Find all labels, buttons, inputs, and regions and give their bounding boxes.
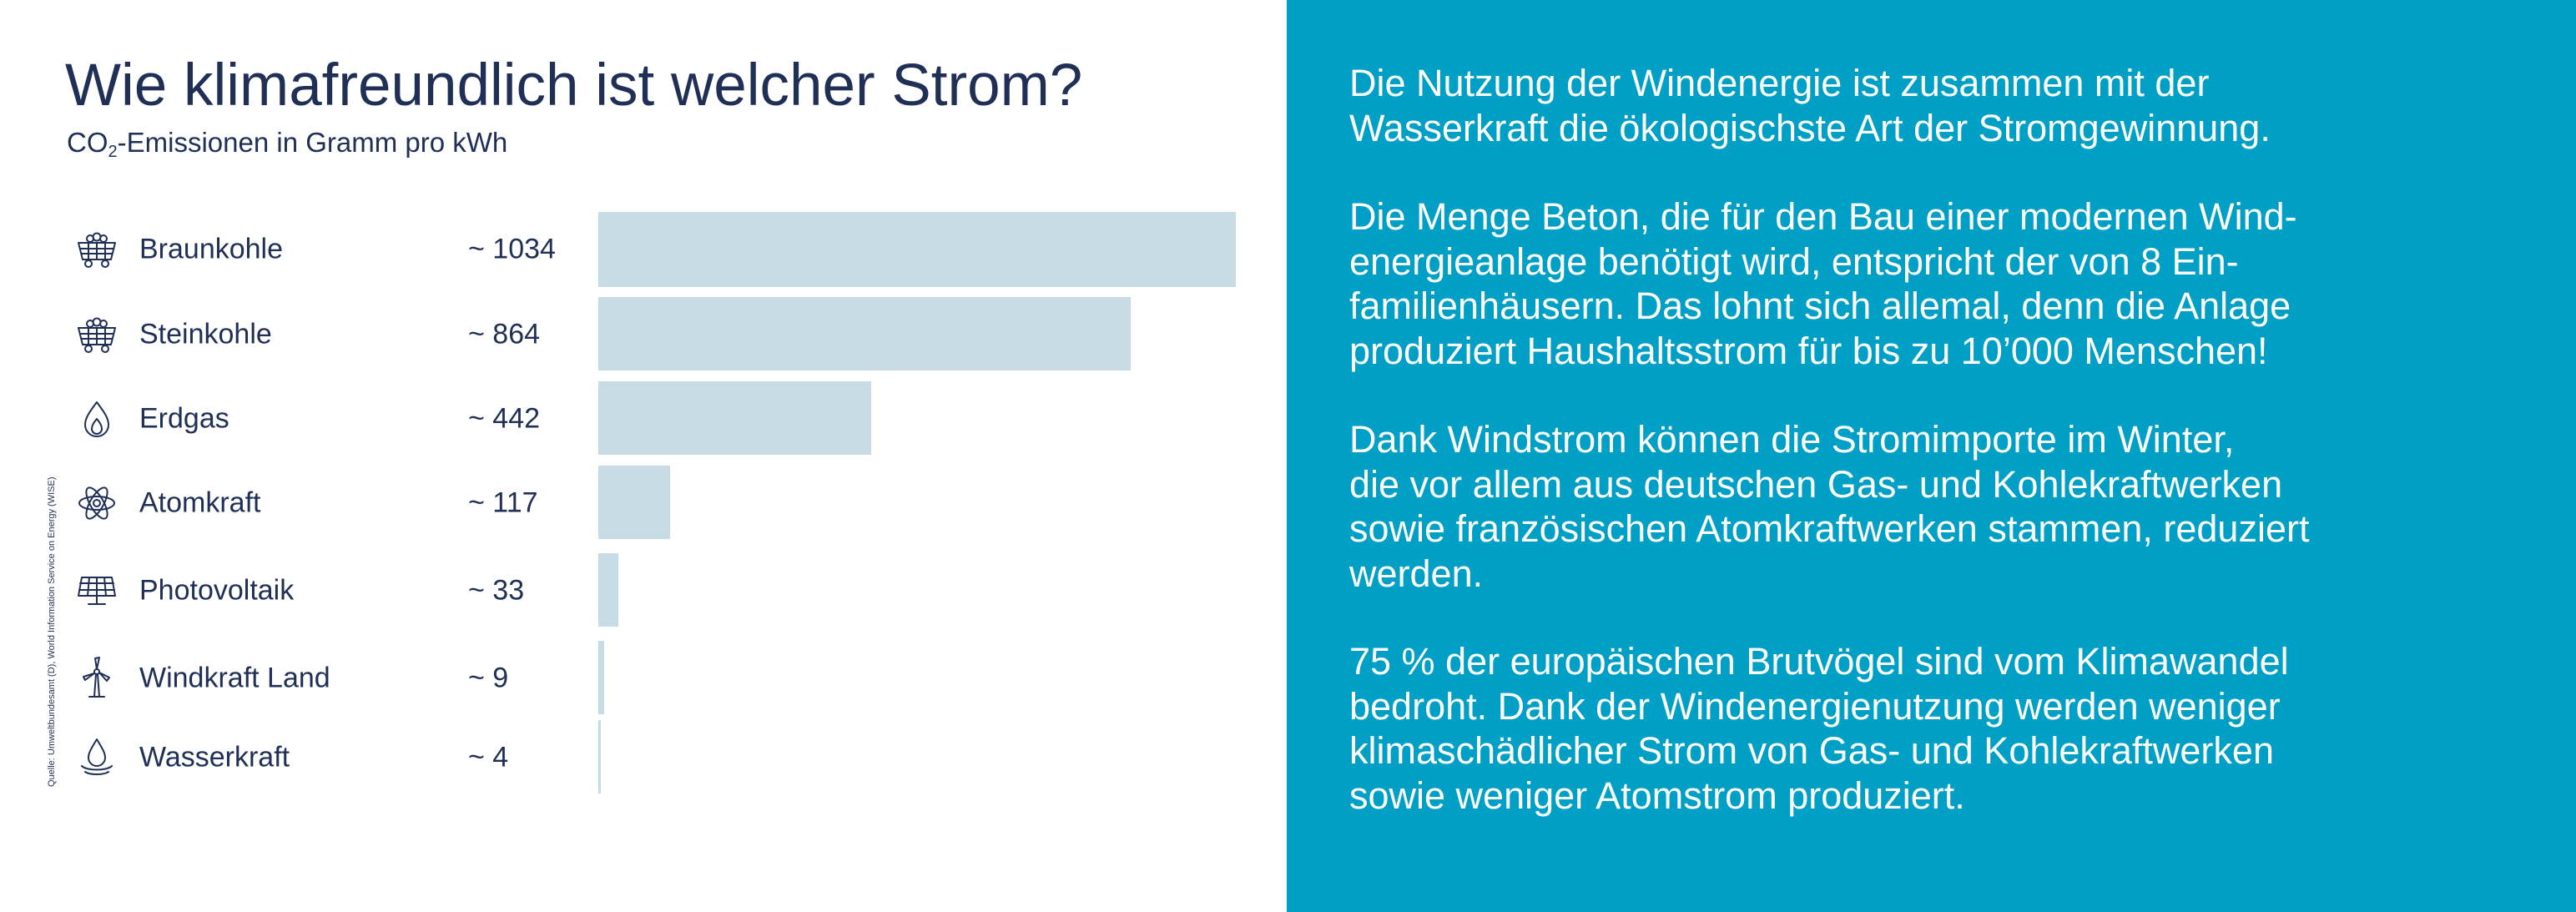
value-label: ~ 33 — [468, 574, 525, 607]
chart-subtitle: CO2-Emissionen in Gramm pro kWh — [67, 127, 508, 161]
coal-cart-icon — [73, 226, 120, 273]
bar — [598, 297, 1132, 370]
category-label: Erdgas — [139, 402, 229, 435]
info-panel: Die Nutzung der Windenergie ist zusammen… — [1287, 0, 2576, 912]
bar — [598, 212, 1236, 287]
bar-row: Wasserkraft ~ 4 — [0, 720, 1287, 795]
category-label: Windkraft Land — [139, 662, 330, 694]
bar-row: Braunkohle ~ 1034 — [0, 212, 1287, 287]
bar-row: Photovoltaik ~ 33 — [0, 553, 1287, 628]
info-line: Die Nutzung der Windenergie ist zusammen… — [1349, 62, 2210, 104]
category-label: Braunkohle — [139, 233, 284, 265]
category-label: Atomkraft — [139, 486, 261, 519]
chart-panel: Wie klimafreundlich ist welcher Strom? C… — [0, 0, 1287, 912]
info-line: Die Menge Beton, die für den Bau einer m… — [1349, 195, 2297, 238]
category-label: Steinkohle — [139, 318, 272, 350]
solar-panel-icon — [73, 567, 120, 614]
info-line: klimaschädlicher Strom von Gas- und Kohl… — [1349, 729, 2274, 772]
info-line: bedroht. Dank der Windenergienutzung wer… — [1349, 684, 2281, 728]
info-line: produziert Haushaltsstrom für bis zu 10’… — [1349, 329, 2268, 372]
info-paragraph: 75 % der europäischen Brutvögel sind vom… — [1349, 639, 2551, 818]
bar-row: Erdgas ~ 442 — [0, 381, 1287, 456]
bar — [598, 381, 871, 455]
category-label: Wasserkraft — [139, 741, 290, 773]
value-label: ~ 1034 — [468, 233, 556, 265]
info-line: 75 % der europäischen Brutvögel sind vom… — [1349, 640, 2289, 683]
bar — [598, 553, 619, 627]
info-line: Dank Windstrom können die Stromimporte i… — [1349, 418, 2235, 461]
bar — [598, 720, 601, 794]
info-line: familienhäusern. Das lohnt sich allemal,… — [1349, 285, 2291, 327]
subtitle-rest: -Emissionen in Gramm pro kWh — [117, 127, 508, 158]
flame-icon — [73, 396, 120, 442]
emissions-bar-chart: Braunkohle ~ 1034 Steinkohle ~ 864 Erdgas ~ 4… — [0, 0, 1287, 912]
subtitle-co: CO — [67, 127, 108, 158]
chart-title: Wie klimafreundlich ist welcher Strom? — [65, 53, 1083, 118]
value-label: ~ 864 — [468, 318, 541, 350]
info-paragraph: Die Nutzung der Windenergie ist zusammen… — [1349, 61, 2551, 150]
subtitle-subscript: 2 — [108, 143, 118, 161]
info-paragraph: Die Menge Beton, die für den Bau einer m… — [1349, 194, 2551, 373]
info-line: energieanlage benötigt wird, entspricht … — [1349, 239, 2239, 283]
info-line: die vor allem aus deutschen Gas- und Koh… — [1349, 462, 2283, 506]
wind-turbine-icon — [73, 655, 120, 702]
coal-cart-icon — [73, 311, 120, 358]
info-paragraph: Dank Windstrom können die Stromimporte i… — [1349, 417, 2551, 596]
water-drop-icon — [73, 734, 120, 781]
bar-row: Atomkraft ~ 117 — [0, 466, 1287, 541]
value-label: ~ 4 — [468, 741, 509, 773]
info-line: werden. — [1349, 552, 1484, 595]
bar-row: Steinkohle ~ 864 — [0, 297, 1287, 372]
atom-icon — [73, 480, 120, 527]
value-label: ~ 442 — [468, 402, 541, 435]
bar — [598, 466, 671, 539]
value-label: ~ 117 — [468, 486, 538, 519]
info-line: sowie weniger Atomstrom produziert. — [1349, 773, 1965, 817]
info-line: sowie französischen Atomkraftwerken stam… — [1349, 507, 2310, 550]
bar-row: Windkraft Land ~ 9 — [0, 641, 1287, 716]
category-label: Photovoltaik — [139, 574, 295, 607]
value-label: ~ 9 — [468, 662, 509, 694]
bar — [598, 641, 604, 714]
info-line: Wasserkraft die ökologischste Art der St… — [1349, 106, 2271, 149]
